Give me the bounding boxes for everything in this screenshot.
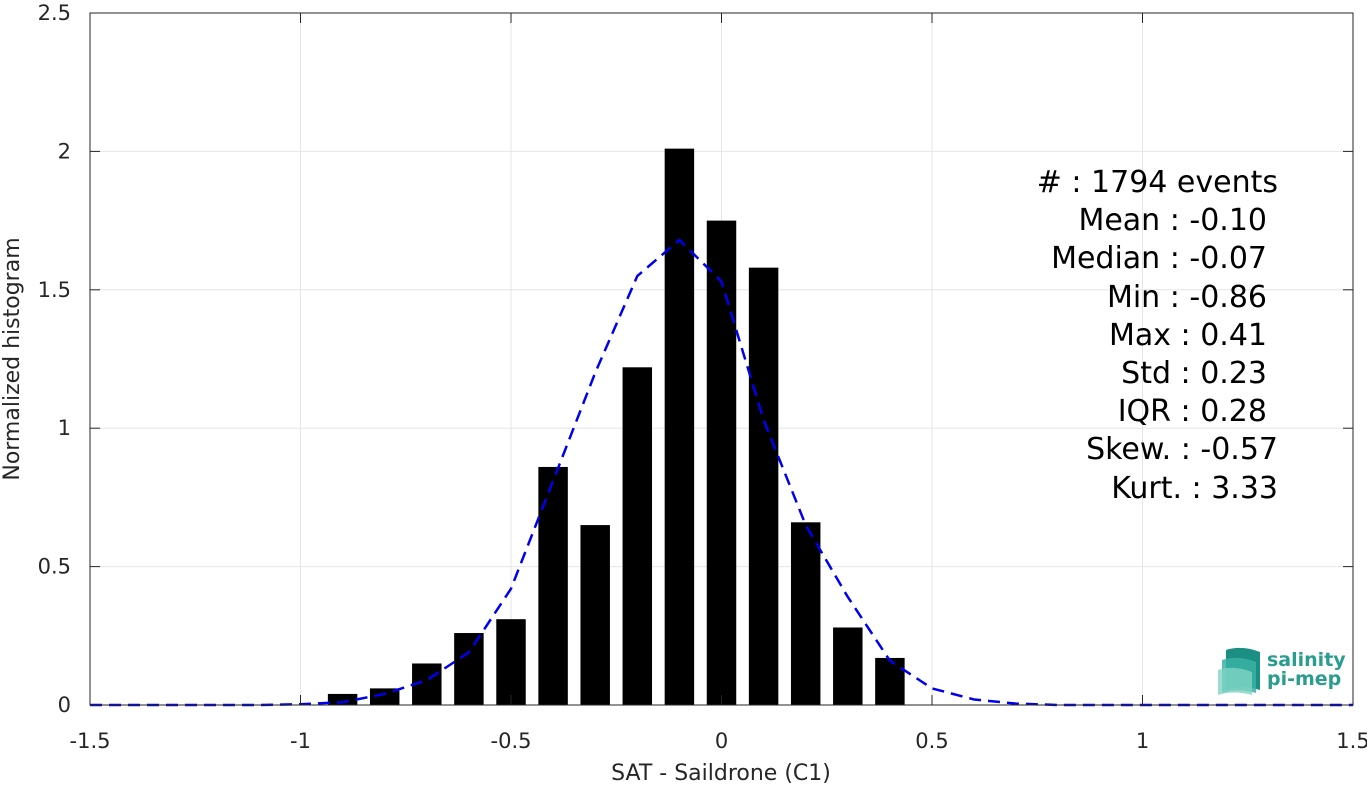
- histogram-bar-13: [875, 657, 905, 705]
- stat-kurt: Kurt. : 3.33: [1111, 471, 1278, 506]
- axis-ticks: [89, 12, 1354, 706]
- x-tick-label-5: 1: [1136, 729, 1149, 753]
- histogram-bar-7: [622, 367, 653, 705]
- logo-text-pimep: pi-mep: [1267, 668, 1341, 690]
- y-tick-labels: 0 0.5 1 1.5 2 2.5: [38, 1, 71, 717]
- stat-std: Std : 0.23: [1121, 356, 1267, 391]
- logo-text-salinity: salinity: [1267, 649, 1346, 671]
- stat-mean: Mean : -0.10: [1078, 203, 1267, 238]
- wave-logo-icon: [1218, 647, 1260, 695]
- stat-skew: Skew. : -0.57: [1086, 432, 1278, 467]
- histogram-bar-9: [706, 220, 737, 705]
- histogram-bar-8: [664, 148, 695, 705]
- histogram-bar-1: [369, 688, 400, 705]
- x-tick-label-1: -1: [290, 729, 311, 753]
- x-tick-label-4: 0.5: [915, 729, 948, 753]
- histogram-bar-3: [454, 633, 484, 705]
- y-tick-label-2: 1: [58, 416, 71, 440]
- histogram-bar-4: [496, 619, 526, 705]
- y-tick-label-3: 1.5: [38, 278, 71, 302]
- stat-events: # : 1794 events: [1037, 165, 1278, 200]
- y-tick-label-4: 2: [58, 139, 71, 163]
- histogram-bar-6: [580, 525, 610, 705]
- y-axis-label: Normalized histogram: [0, 237, 25, 480]
- stat-min: Min : -0.86: [1107, 280, 1267, 315]
- stat-median: Median : -0.07: [1051, 241, 1267, 276]
- x-axis-label: SAT - Saildrone (C1): [611, 761, 831, 785]
- histogram-bar-0: [327, 693, 358, 705]
- histogram-bar-11: [790, 522, 821, 705]
- y-tick-label-0: 0: [58, 693, 71, 717]
- x-tick-label-3: 0: [715, 729, 728, 753]
- x-tick-label-6: 1.5: [1336, 729, 1367, 753]
- y-tick-label-5: 2.5: [38, 1, 71, 25]
- salinity-pimep-logo: salinity pi-mep: [1218, 647, 1346, 695]
- histogram-bar-5: [538, 466, 568, 705]
- stat-iqr: IQR : 0.28: [1118, 394, 1267, 429]
- x-tick-labels: -1.5 -1 -0.5 0 0.5 1 1.5: [70, 729, 1367, 753]
- histogram-bars: [327, 148, 905, 705]
- x-tick-label-2: -0.5: [491, 729, 532, 753]
- y-tick-label-1: 0.5: [38, 555, 71, 579]
- x-tick-label-0: -1.5: [70, 729, 111, 753]
- stats-box: # : 1794 events Mean : -0.10 Median : -0…: [1037, 165, 1278, 506]
- stat-max: Max : 0.41: [1109, 318, 1267, 353]
- histogram-bar-10: [748, 267, 779, 705]
- histogram-bar-12: [833, 627, 863, 705]
